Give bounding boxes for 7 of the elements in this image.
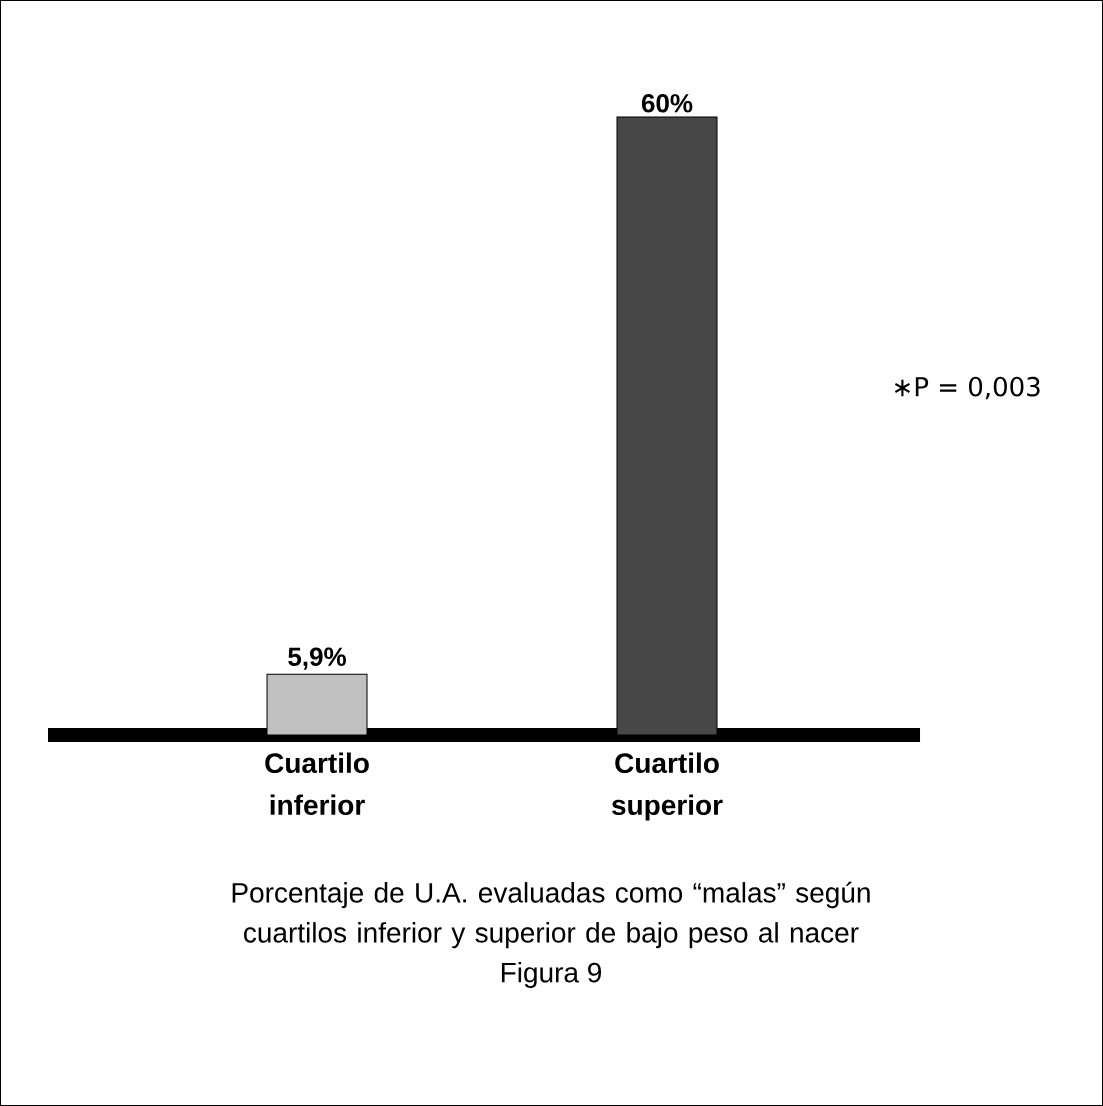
x-tick-label: Cuartilo superior bbox=[611, 752, 723, 821]
annotation: ∗P = 0,003 bbox=[894, 376, 1040, 400]
text: Porcentaje de U.A. evaluadas como “malas” según cuartilos inferior y superior de bajo peso al nacer bbox=[232, 881, 870, 949]
text: Figura 9 bbox=[501, 961, 602, 989]
x-tick-label: Cuartilo inferior bbox=[265, 752, 369, 816]
data-label: 5,9% bbox=[288, 647, 346, 670]
data-label: 60% bbox=[641, 94, 693, 113]
